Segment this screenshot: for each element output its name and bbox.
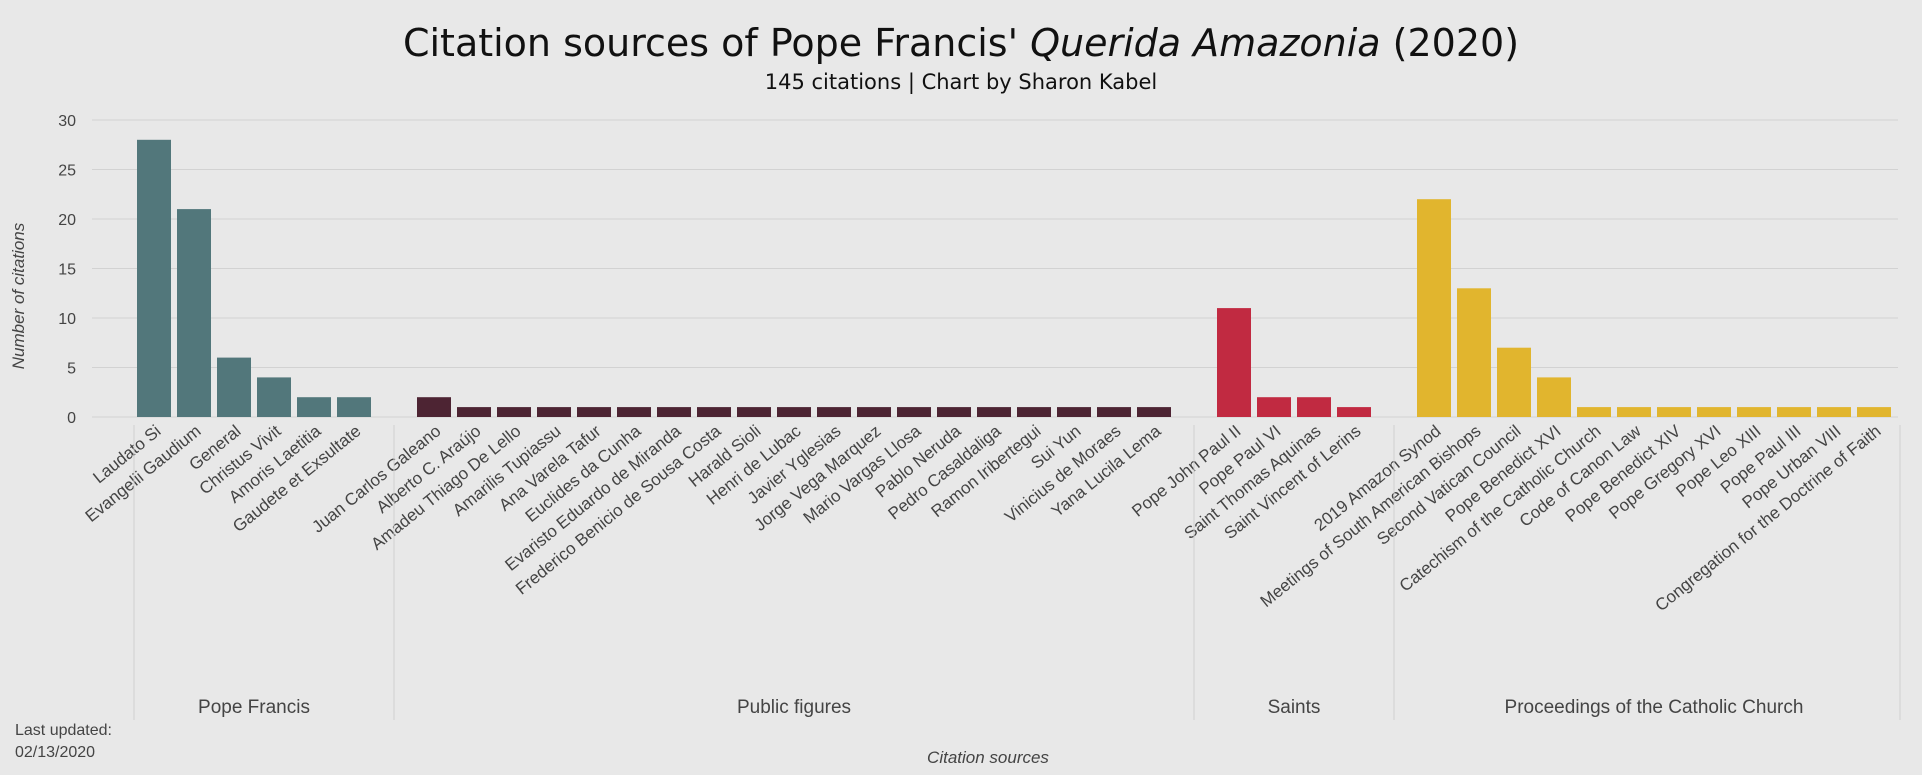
chart-title: Citation sources of Pope Francis' Querid…: [403, 21, 1519, 65]
bar: [1497, 347, 1531, 417]
bar: [297, 397, 331, 417]
bar: [577, 407, 611, 417]
bar: [537, 407, 571, 417]
bar: [1257, 397, 1291, 417]
bar: [737, 407, 771, 417]
group-label: Pope Francis: [198, 697, 310, 718]
bar: [497, 407, 531, 417]
bar: [1537, 377, 1571, 417]
y-tick-label: 15: [58, 262, 76, 279]
gridlines: [92, 119, 1898, 418]
bar: [897, 407, 931, 417]
bars: [137, 139, 1891, 418]
y-axis-title: Number of citations: [9, 222, 28, 369]
y-tick-label: 25: [58, 163, 76, 180]
bar: [1137, 407, 1171, 417]
y-tick-label: 10: [58, 311, 76, 328]
bar: [417, 397, 451, 417]
bar: [1057, 407, 1091, 417]
y-tick-label: 0: [67, 410, 76, 427]
bar: [177, 209, 211, 417]
bar: [1297, 397, 1331, 417]
bar: [977, 407, 1011, 417]
bar: [1577, 407, 1611, 417]
group-label: Proceedings of the Catholic Church: [1505, 697, 1804, 718]
bar: [257, 377, 291, 417]
y-tick-label: 5: [67, 361, 76, 378]
y-tick-label: 30: [58, 113, 76, 130]
bar: [1017, 407, 1051, 417]
bar: [617, 407, 651, 417]
bar: [1817, 407, 1851, 417]
bar: [1737, 407, 1771, 417]
group-labels: Pope Francis Public figures Saints Proceedi…: [133, 425, 1901, 720]
bar: [937, 407, 971, 417]
group-label: Saints: [1268, 697, 1321, 718]
bar: [337, 397, 371, 417]
y-tick-label: 20: [58, 212, 76, 229]
bar: [657, 407, 691, 417]
bar: [817, 407, 851, 417]
bar: [137, 139, 171, 418]
bar: [777, 407, 811, 417]
bar: [217, 357, 251, 417]
bar: [1857, 407, 1891, 417]
bar: [457, 407, 491, 417]
group-label: Public figures: [737, 697, 851, 718]
bar: [1337, 407, 1371, 417]
bar: [1097, 407, 1131, 417]
bar: [1217, 308, 1251, 417]
bar: [1617, 407, 1651, 417]
bar: [1657, 407, 1691, 417]
bar: [697, 407, 731, 417]
chart-subtitle: 145 citations | Chart by Sharon Kabel: [765, 70, 1158, 95]
bar: [857, 407, 891, 417]
y-axis-ticks: 0 5 10 15 20 25 30: [58, 113, 76, 427]
last-updated-label: Last updated:: [15, 722, 112, 739]
bar: [1697, 407, 1731, 417]
x-axis-title: Citation sources: [927, 748, 1049, 767]
bar: [1417, 199, 1451, 417]
last-updated-date: 02/13/2020: [15, 744, 95, 761]
bar: [1777, 407, 1811, 417]
bar: [1457, 288, 1491, 417]
